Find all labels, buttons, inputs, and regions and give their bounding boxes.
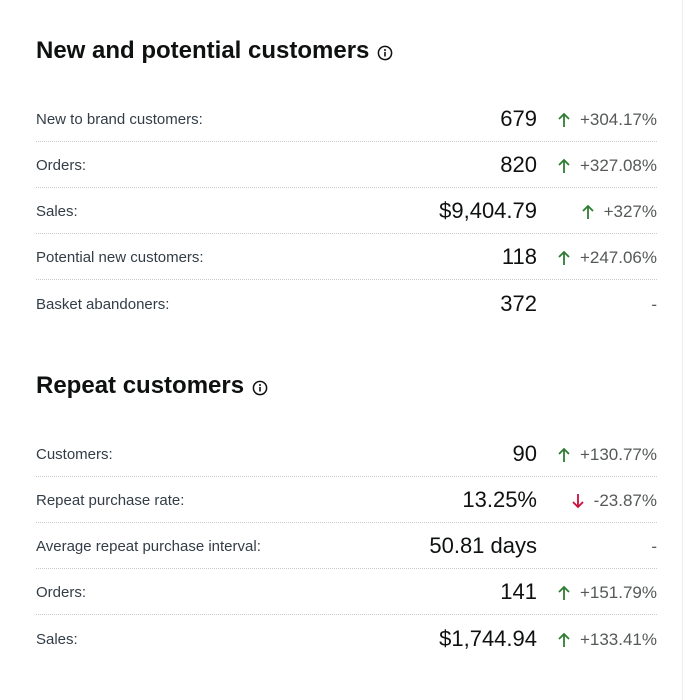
metric-change-value: +304.17% — [579, 110, 657, 129]
metric-change-value: +327.08% — [579, 156, 657, 175]
metric-row-new-to-brand: New to brand customers: 679 +304.17% — [36, 96, 657, 142]
info-icon[interactable] — [252, 380, 268, 396]
metric-change: +247.06% — [557, 248, 657, 268]
section-title-text: New and potential customers — [36, 37, 370, 64]
metric-row-orders: Orders: 820 +327.08% — [36, 142, 657, 188]
metric-change-value: +247.06% — [579, 248, 657, 267]
metric-value: 372 — [500, 291, 537, 316]
metric-change: - — [651, 295, 657, 315]
metric-label: Repeat purchase rate: — [36, 492, 185, 509]
metric-row-customers: Customers: 90 +130.77% — [36, 431, 657, 477]
metric-change-value: - — [651, 295, 657, 314]
metric-value: 90 — [512, 441, 537, 466]
arrow-up-icon — [581, 204, 595, 220]
arrow-up-icon — [557, 250, 571, 266]
metric-change-value: +133.41% — [579, 630, 657, 649]
metric-row-repeat-interval: Average repeat purchase interval: 50.81 … — [36, 523, 657, 569]
info-icon[interactable] — [377, 45, 393, 61]
metric-change: +151.79% — [557, 583, 657, 603]
arrow-up-icon — [557, 112, 571, 128]
metric-row-repeat-sales: Sales: $1,744.94 +133.41% — [36, 615, 657, 661]
arrow-up-icon — [557, 585, 571, 601]
metric-label: Average repeat purchase interval: — [36, 538, 261, 555]
metric-change: -23.87% — [571, 491, 657, 511]
metrics-list: Customers: 90 +130.77% Repeat purchase r… — [36, 431, 657, 661]
metric-label: Sales: — [36, 631, 78, 648]
metric-value: 118 — [501, 244, 537, 269]
metric-change: +327.08% — [557, 156, 657, 176]
metric-change: +327% — [581, 202, 657, 222]
metric-row-sales: Sales: $9,404.79 +327% — [36, 188, 657, 234]
metric-label: Orders: — [36, 157, 87, 174]
metric-change: +130.77% — [557, 445, 657, 465]
metric-label: Sales: — [36, 203, 78, 220]
metric-change: - — [651, 537, 657, 557]
metric-label: Potential new customers: — [36, 249, 204, 266]
arrow-up-icon — [557, 447, 571, 463]
metric-value: 13.25% — [462, 487, 537, 512]
metric-value: 50.81 days — [429, 533, 537, 558]
metric-row-basket-abandoners: Basket abandoners: 372 - — [36, 280, 657, 326]
arrow-up-icon — [557, 632, 571, 648]
section-title-text: Repeat customers — [36, 372, 245, 399]
repeat-customers-section: Repeat customers Customers: 90 +130.77% — [36, 371, 657, 651]
metric-change-value: -23.87% — [593, 491, 657, 510]
metric-label: Customers: — [36, 446, 113, 463]
metric-label: New to brand customers: — [36, 111, 203, 128]
metric-row-repeat-orders: Orders: 141 +151.79% — [36, 569, 657, 615]
metric-value: $1,744.94 — [439, 626, 537, 651]
metric-change: +304.17% — [557, 110, 657, 130]
metric-row-repeat-purchase-rate: Repeat purchase rate: 13.25% -23.87% — [36, 477, 657, 523]
new-customers-section: New and potential customers New to brand… — [36, 36, 657, 316]
arrow-down-icon — [571, 493, 585, 509]
metric-value: 820 — [500, 152, 537, 177]
metric-change: +133.41% — [557, 630, 657, 650]
metric-label: Orders: — [36, 584, 87, 601]
metric-value: 679 — [500, 106, 537, 131]
metric-label: Basket abandoners: — [36, 296, 170, 313]
metric-value: $9,404.79 — [439, 198, 537, 223]
section-title: Repeat customers — [36, 371, 657, 401]
metric-change-value: +130.77% — [579, 445, 657, 464]
section-title: New and potential customers — [36, 36, 657, 66]
metric-value: 141 — [500, 579, 537, 604]
metric-row-potential-new: Potential new customers: 118 +247.06% — [36, 234, 657, 280]
metrics-list: New to brand customers: 679 +304.17% Ord… — [36, 96, 657, 326]
arrow-up-icon — [557, 158, 571, 174]
metric-change-value: - — [651, 537, 657, 556]
metric-change-value: +151.79% — [579, 583, 657, 602]
metric-change-value: +327% — [603, 202, 657, 221]
